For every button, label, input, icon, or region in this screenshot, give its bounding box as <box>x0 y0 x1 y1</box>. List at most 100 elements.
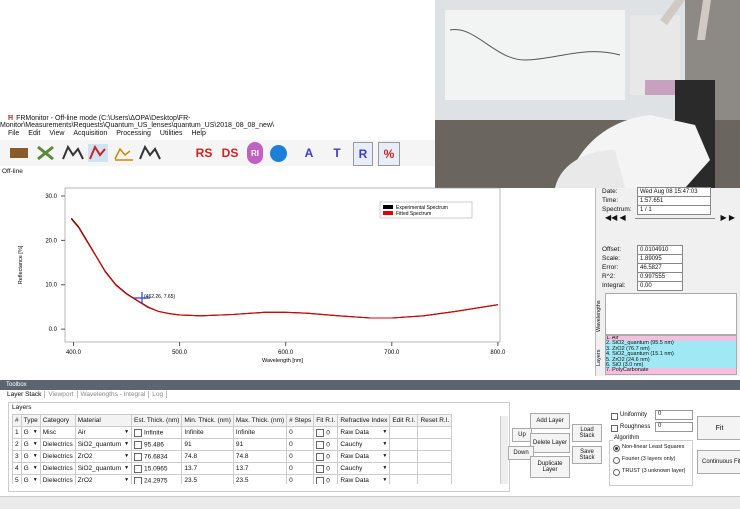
dropdown-arrow[interactable]: ▼ <box>124 465 130 471</box>
roughness-check[interactable] <box>611 425 618 432</box>
reset-ri-button[interactable] <box>417 474 453 484</box>
edit-ri-button[interactable] <box>389 450 419 463</box>
toolbar-button[interactable]: RS <box>195 146 213 160</box>
play-icon[interactable] <box>270 145 287 162</box>
button[interactable]: Up <box>512 428 532 442</box>
dropdown-arrow[interactable]: ▼ <box>382 465 388 471</box>
dropdown-arrow[interactable]: ▼ <box>32 465 38 471</box>
cell: Dielectrics <box>39 450 76 463</box>
edit-ri-button[interactable] <box>389 474 419 484</box>
column-header: Max. Thick. (nm) <box>232 414 288 427</box>
dropdown-arrow[interactable]: ▼ <box>382 429 388 435</box>
cell-text: 23.5 <box>184 477 198 484</box>
layer-item: 3. ZrO2 (76.7 nm) <box>606 346 736 353</box>
cell-text: Raw Data <box>340 477 369 484</box>
checkbox[interactable] <box>134 464 143 473</box>
layer-item: 7. PolyCarbonate <box>606 367 736 374</box>
menu-item[interactable]: Edit <box>28 130 41 137</box>
edit-ri-button[interactable] <box>389 426 419 439</box>
tab[interactable]: Wavelengths - Integral <box>77 391 150 398</box>
cell-text: 5 <box>15 477 19 484</box>
fit-button[interactable]: Fit <box>697 416 740 440</box>
uniformity-input[interactable]: 0 <box>655 410 693 420</box>
reset-ri-button[interactable] <box>417 426 453 439</box>
dropdown-arrow[interactable]: ▼ <box>124 453 130 459</box>
toolbar-button[interactable]: % <box>378 142 400 166</box>
y-tick-label: 20.0 <box>45 238 57 244</box>
button[interactable]: Duplicate Layer <box>530 456 570 478</box>
edit-ri-button[interactable] <box>389 462 419 475</box>
cell: Cauchy ▼ <box>337 462 391 475</box>
dropdown-arrow[interactable]: ▼ <box>382 477 388 483</box>
y-tick-label: 10.0 <box>45 283 57 289</box>
reset-ri-button[interactable] <box>417 450 453 463</box>
dropdown-arrow[interactable]: ▼ <box>32 441 38 447</box>
roughness-label: Roughness <box>620 424 651 430</box>
toolbar-button[interactable]: DS <box>221 146 239 160</box>
dropdown-arrow[interactable]: ▼ <box>32 453 38 459</box>
checkbox[interactable] <box>134 452 143 461</box>
dropdown-arrow[interactable]: ▼ <box>124 477 130 483</box>
menu-item[interactable]: Utilities <box>159 130 183 137</box>
reset-ri-button[interactable] <box>417 438 453 451</box>
cell-text: Cauchy <box>340 441 363 448</box>
button[interactable]: Save Stack <box>572 446 602 464</box>
menu-item[interactable]: View <box>49 130 65 137</box>
uniformity-check[interactable] <box>611 413 618 420</box>
cell-text: Dielectrics <box>42 477 73 484</box>
layers-label: Layers <box>596 349 602 366</box>
checkbox[interactable] <box>316 428 325 437</box>
algorithm-group <box>609 440 693 486</box>
button[interactable]: Load Stack <box>572 424 602 442</box>
tab[interactable]: Layer Stack <box>4 391 46 398</box>
menu-item[interactable]: Acquisition <box>73 130 108 137</box>
edit-ri-button[interactable] <box>389 438 419 451</box>
wavelengths-label: Wavelengths <box>596 300 602 332</box>
dropdown-arrow[interactable]: ▼ <box>382 453 388 459</box>
column-header: Type <box>20 414 41 427</box>
toolbar-button[interactable]: RI <box>247 142 263 164</box>
checkbox[interactable] <box>134 428 143 437</box>
dropdown-arrow[interactable]: ▼ <box>32 477 38 483</box>
layer-item: 1. Air <box>606 336 736 342</box>
button[interactable]: Add Layer <box>530 413 570 429</box>
y-tick-label: 0.0 <box>49 327 58 333</box>
fit-value: 0.00 <box>637 281 683 291</box>
checkbox[interactable] <box>316 452 325 461</box>
toolbar-button[interactable]: R <box>353 142 373 166</box>
cell: 23.5 <box>232 474 288 484</box>
checkbox[interactable] <box>134 440 143 449</box>
menu-item[interactable]: Processing <box>116 130 151 137</box>
dropdown-arrow[interactable]: ▼ <box>382 441 388 447</box>
tab[interactable]: Viewport <box>45 391 78 398</box>
checkbox[interactable] <box>134 476 143 484</box>
radio[interactable] <box>613 445 620 452</box>
menu-item[interactable]: Help <box>191 130 206 137</box>
cell-text: 74.8 <box>184 453 198 460</box>
cell-text: Air <box>77 429 86 436</box>
radio[interactable] <box>613 469 620 476</box>
checkbox[interactable] <box>316 476 325 484</box>
toolbar-button[interactable]: T <box>333 146 341 160</box>
reset-ri-button[interactable] <box>417 462 453 475</box>
spectrum-line <box>70 218 498 319</box>
cell: Infinite <box>232 426 288 439</box>
column-header: # <box>12 414 22 427</box>
column-header: Fit R.I. <box>313 414 339 427</box>
toolbar-button[interactable]: A <box>304 146 314 160</box>
tab[interactable]: Log <box>149 391 168 398</box>
button[interactable]: Delete Layer <box>530 433 570 453</box>
radio[interactable] <box>613 457 620 464</box>
dropdown-arrow[interactable]: ▼ <box>32 429 38 435</box>
button[interactable]: Down <box>508 446 534 460</box>
roughness-input[interactable]: 0 <box>655 422 693 432</box>
checkbox[interactable] <box>316 440 325 449</box>
continuous-fit-button[interactable]: Continuous Fit <box>697 450 740 474</box>
menu-item[interactable]: File <box>8 130 20 137</box>
x-axis-label: Wavelength [nm] <box>262 358 304 364</box>
checkbox[interactable] <box>316 464 325 473</box>
dropdown-arrow[interactable]: ▼ <box>124 441 130 447</box>
cell: 74.8 <box>232 450 288 463</box>
spectrum-slider[interactable]: ◀◀ ◀ ▶ ▶ <box>605 213 735 222</box>
dropdown-arrow[interactable]: ▼ <box>124 429 130 435</box>
